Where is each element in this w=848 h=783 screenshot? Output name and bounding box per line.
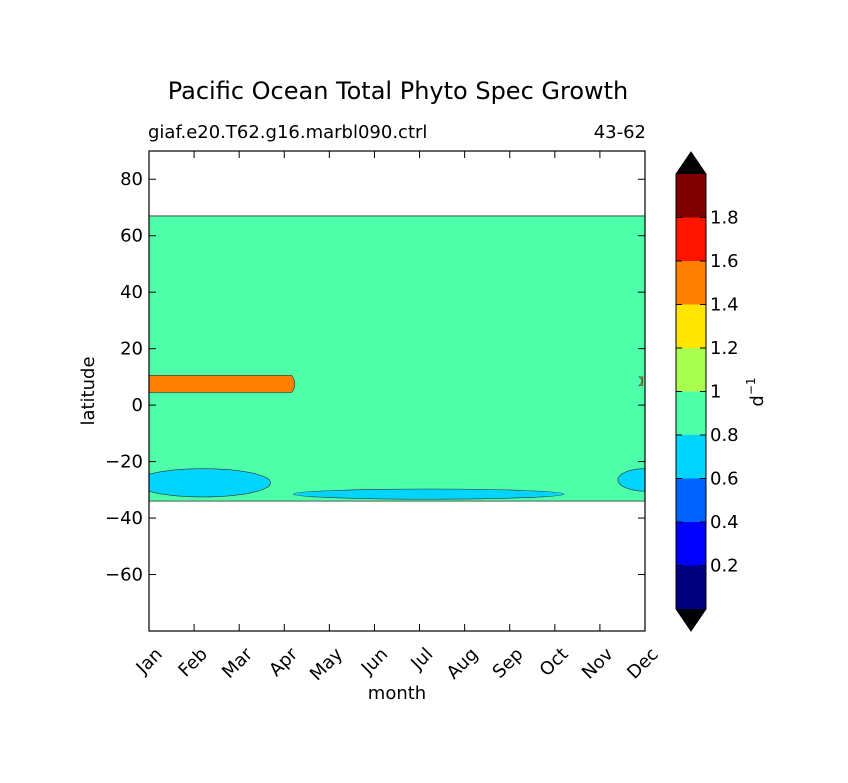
colorbar-segment-8 (676, 217, 706, 261)
y-tick-label-0: 80 (120, 169, 143, 190)
colorbar-label-exponent: −1 (744, 377, 758, 395)
contour-fills (149, 215, 645, 502)
colorbar-segment-5 (676, 348, 706, 392)
x-axis-label: month (368, 683, 426, 704)
colorbar-extend-under (676, 609, 706, 631)
chart-subtitle-left: giaf.e20.T62.g16.marbl090.ctrl (148, 122, 427, 143)
contour-patch-0 (149, 375, 296, 393)
colorbar-extend-over (676, 152, 706, 174)
y-tick-label-1: 60 (120, 226, 143, 247)
colorbar-segment-0 (676, 565, 706, 609)
colorbar: 0.2 0.4 0.6 0.8 1 1.2 1.4 1.6 1.8 (675, 151, 739, 632)
contour-pocket-1 (617, 468, 645, 492)
y-tick-label-7: −60 (105, 565, 143, 586)
colorbar-tick-label-8: 1.8 (710, 208, 739, 229)
colorbar-tick-label-4: 1 (710, 382, 721, 403)
colorbar-outline (675, 151, 707, 632)
y-tick-label-3: 20 (120, 339, 143, 360)
colorbar-tick-label-3: 0.8 (710, 425, 739, 446)
colorbar-tick-label-1: 0.4 (710, 512, 739, 533)
y-tick-label-2: 40 (120, 282, 143, 303)
y-tick-label-5: −20 (105, 452, 143, 473)
colorbar-tick-label-5: 1.2 (710, 338, 739, 359)
contour-pocket-0 (149, 468, 271, 498)
colorbar-segment-2 (676, 478, 706, 522)
colorbar-label-base: d (747, 395, 768, 406)
chart-subtitle-right: 43-62 (594, 122, 646, 143)
colorbar-tick-label-7: 1.6 (710, 251, 739, 272)
plot-frame (148, 150, 646, 632)
contour-region-8 (149, 215, 645, 502)
plot-area (148, 150, 646, 632)
y-tick-label-6: −40 (105, 508, 143, 529)
chart-title: Pacific Ocean Total Phyto Spec Growth (168, 77, 629, 105)
colorbar-segment-1 (676, 522, 706, 566)
colorbar-tick-label-2: 0.6 (710, 469, 739, 490)
colorbar-segment-3 (676, 435, 706, 479)
colorbar-label: d−1 (744, 377, 768, 406)
contour-pocket-2 (292, 488, 565, 500)
colorbar-tick-label-6: 1.4 (710, 295, 739, 316)
colorbar-segment-7 (676, 261, 706, 305)
colorbar-segment-9 (676, 174, 706, 218)
colorbar-tick-label-0: 0.2 (710, 556, 739, 577)
colorbar-segment-6 (676, 304, 706, 348)
y-axis-label: latitude (78, 356, 99, 425)
y-axis: 80 60 40 20 0 −20 −40 −60 (105, 169, 645, 586)
contour-patch-1 (638, 376, 644, 386)
y-tick-label-4: 0 (132, 395, 143, 416)
colorbar-segment-4 (676, 391, 706, 435)
